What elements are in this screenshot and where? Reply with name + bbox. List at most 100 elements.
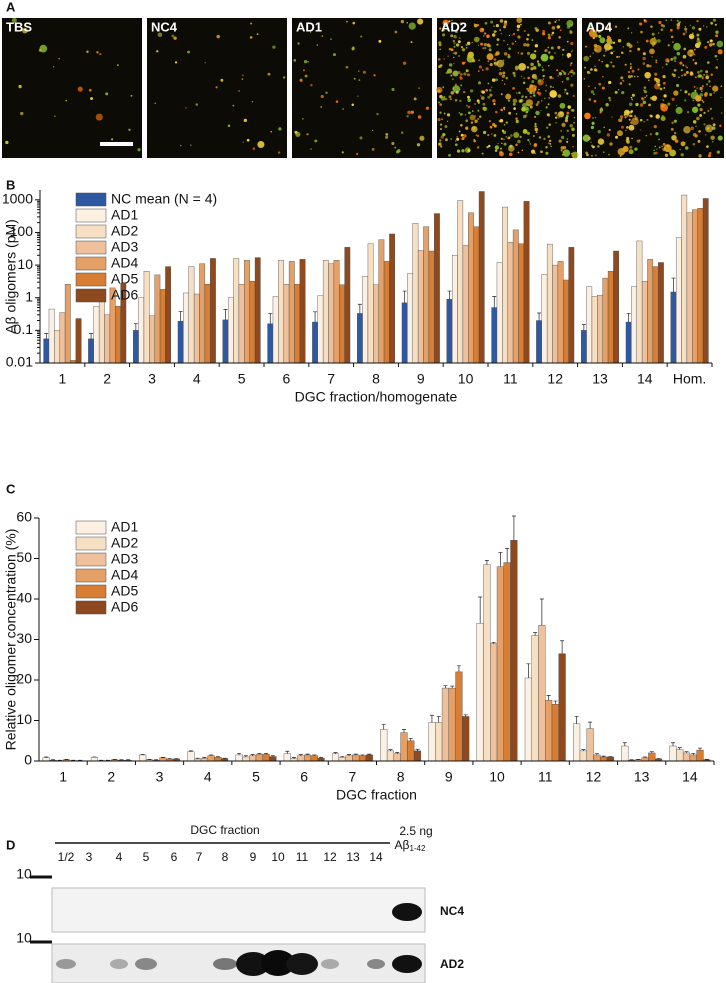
fluorescent-spot [417, 18, 424, 25]
fluorescent-spot [442, 133, 446, 137]
fluorescent-spot [675, 106, 683, 115]
fluorescent-spot [438, 101, 440, 104]
fluorescent-spot [360, 35, 363, 38]
fluorescent-spot [685, 70, 689, 74]
fluorescent-spot [464, 61, 466, 63]
fluorescent-spot [356, 152, 359, 156]
legend-swatch [75, 208, 107, 223]
fluorescent-spot [549, 55, 554, 60]
fluorescent-spot [564, 88, 567, 92]
fluorescent-spot [643, 90, 647, 94]
fluorescent-spot [443, 112, 446, 115]
fluorescent-spot [646, 118, 649, 121]
fluorescent-spot [678, 76, 680, 79]
bar [417, 250, 424, 364]
fluorescent-spot [662, 147, 666, 152]
bar [356, 313, 363, 364]
fluorescent-spot [608, 99, 612, 102]
fluorescent-spot [538, 88, 540, 91]
standard-name: Aβ1-42 [395, 838, 426, 853]
fluorescent-spot [450, 74, 453, 77]
fluorescent-spot [439, 27, 442, 30]
bar [523, 201, 530, 364]
fluorescent-spot [717, 135, 723, 141]
fluorescent-spot [533, 90, 536, 93]
fluorescent-spot [500, 32, 502, 35]
bar [441, 687, 450, 762]
fluorescent-spot [534, 50, 537, 53]
bar [686, 212, 693, 364]
fluorescent-spot [525, 99, 533, 107]
fluorescent-spot [490, 20, 494, 24]
fluorescent-spot [453, 35, 457, 39]
fluorescent-spot [629, 114, 632, 117]
fluorescent-spot [557, 116, 560, 119]
fluorescent-spot [531, 39, 534, 42]
standard-name-text: Aβ [395, 838, 410, 852]
fluorescent-spot [22, 27, 28, 34]
fluorescent-spot [470, 89, 474, 93]
fluorescent-spot [558, 139, 562, 143]
fluorescent-spot [86, 50, 89, 53]
fluorescent-spot [706, 41, 710, 44]
fluorescent-spot [373, 74, 376, 77]
fluorescent-spot [533, 94, 536, 97]
bar [143, 271, 150, 364]
fluorescent-spot [105, 92, 109, 96]
bar [401, 302, 408, 364]
fluorescent-spot [680, 69, 683, 72]
fluorescent-spot [711, 140, 714, 143]
fluorescent-spot [521, 95, 524, 99]
fluorescent-spot [710, 21, 714, 25]
fluorescent-spot [646, 95, 648, 97]
fluorescent-spot [481, 152, 484, 155]
fluorescent-spot [515, 67, 518, 71]
fluorescent-spot [500, 142, 503, 145]
fluorescent-spot [439, 94, 443, 99]
fluorescent-spot [438, 142, 442, 146]
fluorescent-spot [709, 39, 713, 43]
fluorescent-spot [303, 60, 308, 64]
fluorescent-spot [220, 78, 224, 82]
fluorescent-spot [673, 90, 679, 96]
fluorescent-spot [560, 135, 565, 140]
fluorescent-spot [249, 36, 253, 39]
fluorescent-spot [391, 141, 395, 146]
bar [235, 754, 243, 762]
fluorescent-spot [637, 47, 641, 51]
bar [288, 261, 295, 364]
fluorescent-spot [481, 69, 484, 71]
x-tick-label: 6 [283, 371, 291, 387]
fluorescent-spot [438, 43, 442, 47]
error-bar [209, 754, 214, 756]
fluorescent-spot [709, 93, 713, 97]
fluorescent-spot [673, 74, 676, 76]
fluorescent-spot [535, 110, 540, 116]
fluorescent-spot [517, 35, 521, 39]
fluorescent-spot [529, 143, 532, 145]
fluorescent-spot [544, 50, 547, 53]
fluorescent-spot [505, 135, 508, 138]
fluorescent-spot [631, 69, 635, 73]
fluorescent-spot [395, 150, 400, 154]
fluorescent-spot [513, 107, 517, 111]
fluorescent-spot [511, 34, 513, 36]
fluorescent-spot [676, 26, 680, 30]
fluorescent-spot [530, 62, 534, 67]
y-tick-label: 50 [16, 549, 32, 565]
fluorescent-spot [705, 134, 707, 136]
bar [154, 274, 161, 364]
fluorescent-spot [455, 43, 460, 47]
fluorescent-spot [691, 126, 693, 128]
fluorescent-spot [503, 25, 506, 29]
fluorescent-spot [715, 30, 719, 34]
error-bar [447, 290, 452, 300]
fluorescent-spot [551, 31, 555, 35]
legend-label: AD4 [111, 567, 138, 583]
fluorescent-spot [538, 79, 542, 83]
bar [557, 261, 564, 364]
fluorescent-spot [657, 39, 661, 43]
bar [64, 283, 71, 364]
bar [502, 206, 508, 364]
fluorescent-spot [712, 42, 715, 46]
